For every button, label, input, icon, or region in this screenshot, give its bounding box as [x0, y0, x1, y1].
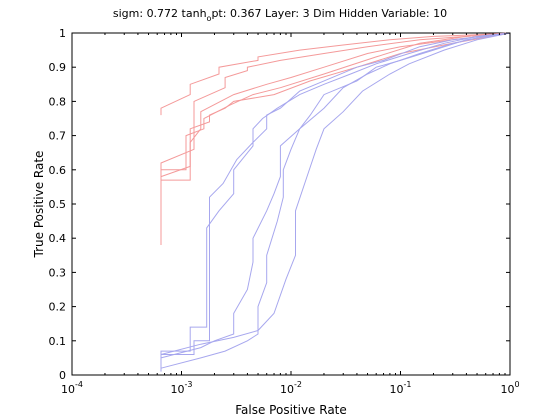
x-tick-exponent: -2: [294, 380, 302, 389]
x-tick-labels: 10-4 10-3 10-2 10-1 100: [61, 380, 520, 396]
x-tick-exponent: -3: [185, 380, 193, 389]
chart-title: sigm: 0.772 tanhopt: 0.367 Layer: 3 Dim …: [113, 7, 447, 23]
x-tick-label: 10-2: [280, 380, 302, 396]
y-axis-label: True Positive Rate: [32, 151, 46, 259]
x-tick-label: 100: [500, 380, 519, 396]
x-tick-base: 10: [280, 383, 294, 396]
y-tick-label: 1: [59, 27, 66, 40]
x-tick-base: 10: [61, 383, 75, 396]
series-line-blue-10: [160, 32, 511, 355]
series-line-red-2: [160, 32, 511, 222]
y-tick-label: 0.1: [49, 335, 67, 348]
series-line-blue-6: [160, 32, 511, 365]
x-tick-label: 10-3: [171, 380, 193, 396]
chart-title-suffix: pt: 0.367 Layer: 3 Dim Hidden Variable: …: [211, 7, 447, 20]
x-tick-base: 10: [390, 383, 404, 396]
series-line-blue-7: [160, 32, 511, 372]
x-tick-label: 10-4: [61, 380, 83, 396]
y-tick-labels: 0 0.1 0.2 0.3 0.4 0.5 0.6 0.7 0.8 0.9 1: [49, 27, 67, 382]
y-tick-label: 0.9: [49, 61, 67, 74]
plot-area: [71, 32, 511, 376]
y-tick-label: 0.5: [49, 198, 67, 211]
x-tick-marks: [71, 33, 511, 375]
y-tick-label: 0.6: [49, 164, 67, 177]
series-line-red-1: [160, 32, 511, 116]
series-line-red-4: [160, 32, 511, 245]
series-line-blue-9: [160, 32, 511, 369]
chart-title-subscript: o: [207, 14, 212, 23]
y-tick-marks: [72, 32, 510, 376]
x-tick-exponent: -4: [75, 380, 83, 389]
chart-title-prefix: sigm: 0.772 tanh: [113, 7, 207, 20]
x-tick-base: 10: [171, 383, 185, 396]
y-tick-label: 0.4: [49, 232, 67, 245]
y-tick-label: 0: [59, 369, 66, 382]
y-tick-label: 0.8: [49, 95, 67, 108]
series-layer: [160, 32, 511, 372]
x-tick-base: 10: [500, 383, 514, 396]
y-tick-label: 0.3: [49, 266, 67, 279]
y-tick-label: 0.7: [49, 130, 67, 143]
x-axis-label: False Positive Rate: [235, 403, 347, 417]
x-tick-label: 10-1: [390, 380, 412, 396]
y-tick-label: 0.2: [49, 301, 67, 314]
x-tick-exponent: -1: [404, 380, 412, 389]
series-line-red-5: [160, 32, 511, 228]
x-tick-exponent: 0: [514, 380, 519, 389]
